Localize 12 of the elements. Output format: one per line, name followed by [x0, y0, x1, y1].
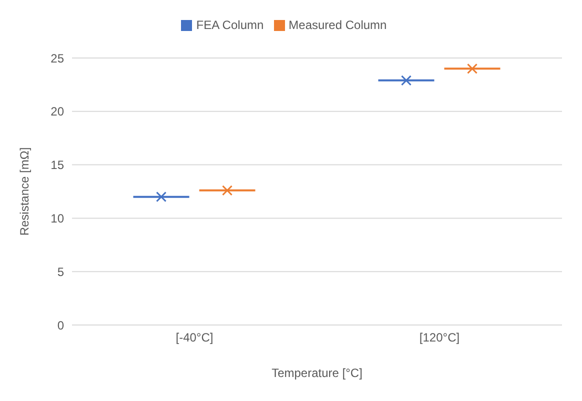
y-tick-label: 10 [50, 211, 64, 226]
y-tick-label: 0 [57, 318, 64, 332]
x-tick-label: [120°C] [419, 330, 460, 345]
legend-label: Measured Column [288, 18, 387, 32]
y-tick-label: 5 [57, 264, 64, 279]
y-tick-label: 25 [50, 51, 64, 66]
x-tick-label: [-40°C] [176, 330, 214, 345]
x-axis-title: Temperature [°C] [272, 366, 362, 380]
y-tick-label: 20 [50, 104, 64, 119]
y-tick-label: 15 [50, 158, 64, 172]
y-axis-title: Resistance [mΩ] [17, 147, 32, 236]
legend-label: FEA Column [196, 18, 264, 32]
